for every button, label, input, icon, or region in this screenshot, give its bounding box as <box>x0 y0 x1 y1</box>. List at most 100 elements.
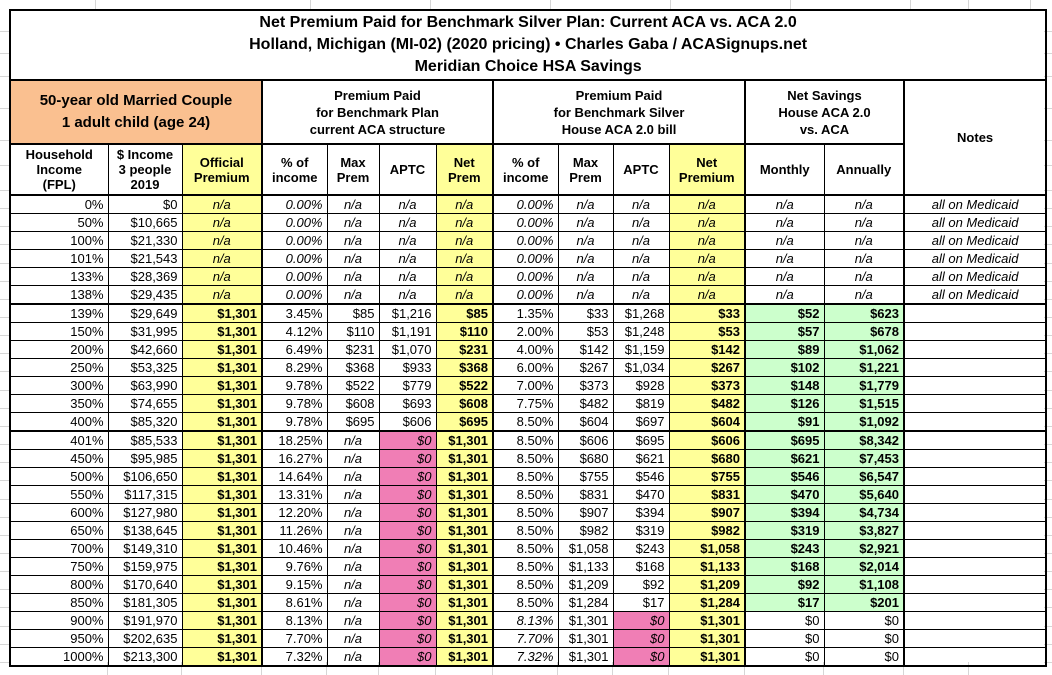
cell-annual-savings[interactable]: $1,062 <box>823 340 905 359</box>
cell-max-prem-aca[interactable]: n/a <box>326 611 380 630</box>
column-header-net-premium-house[interactable]: Net Premium <box>668 143 746 196</box>
cell-monthly-savings[interactable]: $695 <box>744 430 825 450</box>
cell-monthly-savings[interactable]: $621 <box>744 449 825 468</box>
column-header-aptc-aca[interactable]: APTC <box>378 143 437 196</box>
header-notes[interactable]: Notes <box>902 79 1048 196</box>
cell-notes[interactable] <box>903 340 1047 359</box>
cell-notes[interactable]: all on Medicaid <box>903 231 1047 250</box>
cell-pct-income-aca[interactable]: 0.00% <box>261 285 328 305</box>
cell-official-premium[interactable]: $1,301 <box>181 485 263 504</box>
cell-max-prem-house[interactable]: $482 <box>557 394 614 413</box>
cell-aptc-house[interactable]: $168 <box>612 557 670 576</box>
cell-notes[interactable] <box>903 376 1047 395</box>
cell-income[interactable]: $85,320 <box>107 412 183 432</box>
cell-aptc-aca[interactable]: $0 <box>378 557 437 576</box>
cell-aptc-house[interactable]: $1,248 <box>612 322 670 341</box>
cell-aptc-house[interactable]: $394 <box>612 503 670 522</box>
cell-pct-income-aca[interactable]: 14.64% <box>261 467 328 486</box>
cell-max-prem-house[interactable]: $1,301 <box>557 647 614 667</box>
cell-aptc-aca[interactable]: $1,216 <box>378 303 437 323</box>
cell-net-prem-aca[interactable]: $1,301 <box>435 467 494 486</box>
cell-monthly-savings[interactable]: n/a <box>744 194 825 214</box>
cell-annual-savings[interactable]: $1,221 <box>823 358 905 377</box>
cell-max-prem-house[interactable]: $1,058 <box>557 539 614 558</box>
cell-net-premium-house[interactable]: $267 <box>668 358 746 377</box>
cell-pct-income-house[interactable]: 1.35% <box>492 303 559 323</box>
cell-net-prem-aca[interactable]: $1,301 <box>435 629 494 648</box>
cell-income[interactable]: $21,543 <box>107 249 183 268</box>
cell-fpl[interactable]: 139% <box>9 303 109 323</box>
cell-pct-income-house[interactable]: 4.00% <box>492 340 559 359</box>
cell-net-premium-house[interactable]: $53 <box>668 322 746 341</box>
cell-notes[interactable] <box>903 358 1047 377</box>
cell-income[interactable]: $170,640 <box>107 575 183 594</box>
cell-max-prem-aca[interactable]: n/a <box>326 194 380 214</box>
cell-fpl[interactable]: 450% <box>9 449 109 468</box>
cell-net-premium-house[interactable]: n/a <box>668 249 746 268</box>
cell-monthly-savings[interactable]: $17 <box>744 593 825 612</box>
cell-monthly-savings[interactable]: $319 <box>744 521 825 540</box>
cell-net-prem-aca[interactable]: $608 <box>435 394 494 413</box>
cell-net-prem-aca[interactable]: n/a <box>435 194 494 214</box>
cell-fpl[interactable]: 550% <box>9 485 109 504</box>
cell-official-premium[interactable]: $1,301 <box>181 629 263 648</box>
cell-notes[interactable] <box>903 467 1047 486</box>
cell-pct-income-house[interactable]: 0.00% <box>492 285 559 305</box>
cell-notes[interactable] <box>903 647 1047 667</box>
cell-max-prem-house[interactable]: $53 <box>557 322 614 341</box>
cell-aptc-aca[interactable]: $933 <box>378 358 437 377</box>
cell-notes[interactable] <box>903 593 1047 612</box>
cell-net-premium-house[interactable]: n/a <box>668 285 746 305</box>
cell-income[interactable]: $74,655 <box>107 394 183 413</box>
cell-max-prem-house[interactable]: $982 <box>557 521 614 540</box>
cell-max-prem-house[interactable]: $606 <box>557 430 614 450</box>
cell-net-premium-house[interactable]: $680 <box>668 449 746 468</box>
cell-pct-income-house[interactable]: 8.50% <box>492 521 559 540</box>
cell-pct-income-aca[interactable]: 3.45% <box>261 303 328 323</box>
cell-official-premium[interactable]: $1,301 <box>181 322 263 341</box>
cell-max-prem-aca[interactable]: $85 <box>326 303 380 323</box>
cell-official-premium[interactable]: n/a <box>181 267 263 286</box>
cell-net-prem-aca[interactable]: $695 <box>435 412 494 432</box>
cell-annual-savings[interactable]: $2,921 <box>823 539 905 558</box>
column-header-official-premium[interactable]: Official Premium <box>181 143 263 196</box>
cell-net-premium-house[interactable]: $1,209 <box>668 575 746 594</box>
cell-notes[interactable] <box>903 449 1047 468</box>
cell-pct-income-house[interactable]: 2.00% <box>492 322 559 341</box>
cell-pct-income-house[interactable]: 8.50% <box>492 539 559 558</box>
cell-income[interactable]: $117,315 <box>107 485 183 504</box>
cell-net-prem-aca[interactable]: n/a <box>435 249 494 268</box>
cell-official-premium[interactable]: $1,301 <box>181 539 263 558</box>
cell-income[interactable]: $213,300 <box>107 647 183 667</box>
cell-net-premium-house[interactable]: $482 <box>668 394 746 413</box>
cell-aptc-house[interactable]: $1,159 <box>612 340 670 359</box>
cell-official-premium[interactable]: n/a <box>181 249 263 268</box>
cell-max-prem-house[interactable]: $142 <box>557 340 614 359</box>
cell-net-prem-aca[interactable]: $85 <box>435 303 494 323</box>
header-house-aca2-group[interactable]: Premium Paid for Benchmark Silver House … <box>492 79 746 145</box>
cell-notes[interactable] <box>903 629 1047 648</box>
cell-max-prem-aca[interactable]: n/a <box>326 231 380 250</box>
cell-max-prem-aca[interactable]: n/a <box>326 449 380 468</box>
cell-aptc-aca[interactable]: $0 <box>378 503 437 522</box>
cell-net-prem-aca[interactable]: $110 <box>435 322 494 341</box>
cell-notes[interactable]: all on Medicaid <box>903 213 1047 232</box>
cell-income[interactable]: $0 <box>107 194 183 214</box>
cell-monthly-savings[interactable]: $0 <box>744 629 825 648</box>
cell-pct-income-aca[interactable]: 9.78% <box>261 394 328 413</box>
cell-monthly-savings[interactable]: $148 <box>744 376 825 395</box>
cell-monthly-savings[interactable]: n/a <box>744 249 825 268</box>
cell-aptc-house[interactable]: n/a <box>612 285 670 305</box>
cell-max-prem-house[interactable]: $604 <box>557 412 614 432</box>
cell-max-prem-aca[interactable]: n/a <box>326 267 380 286</box>
column-header-fpl[interactable]: Household Income (FPL) <box>9 143 109 196</box>
cell-official-premium[interactable]: $1,301 <box>181 430 263 450</box>
cell-pct-income-aca[interactable]: 7.32% <box>261 647 328 667</box>
cell-pct-income-house[interactable]: 7.00% <box>492 376 559 395</box>
cell-official-premium[interactable]: $1,301 <box>181 611 263 630</box>
cell-fpl[interactable]: 50% <box>9 213 109 232</box>
cell-aptc-aca[interactable]: $779 <box>378 376 437 395</box>
cell-aptc-house[interactable]: n/a <box>612 249 670 268</box>
cell-fpl[interactable]: 1000% <box>9 647 109 667</box>
cell-income[interactable]: $10,665 <box>107 213 183 232</box>
